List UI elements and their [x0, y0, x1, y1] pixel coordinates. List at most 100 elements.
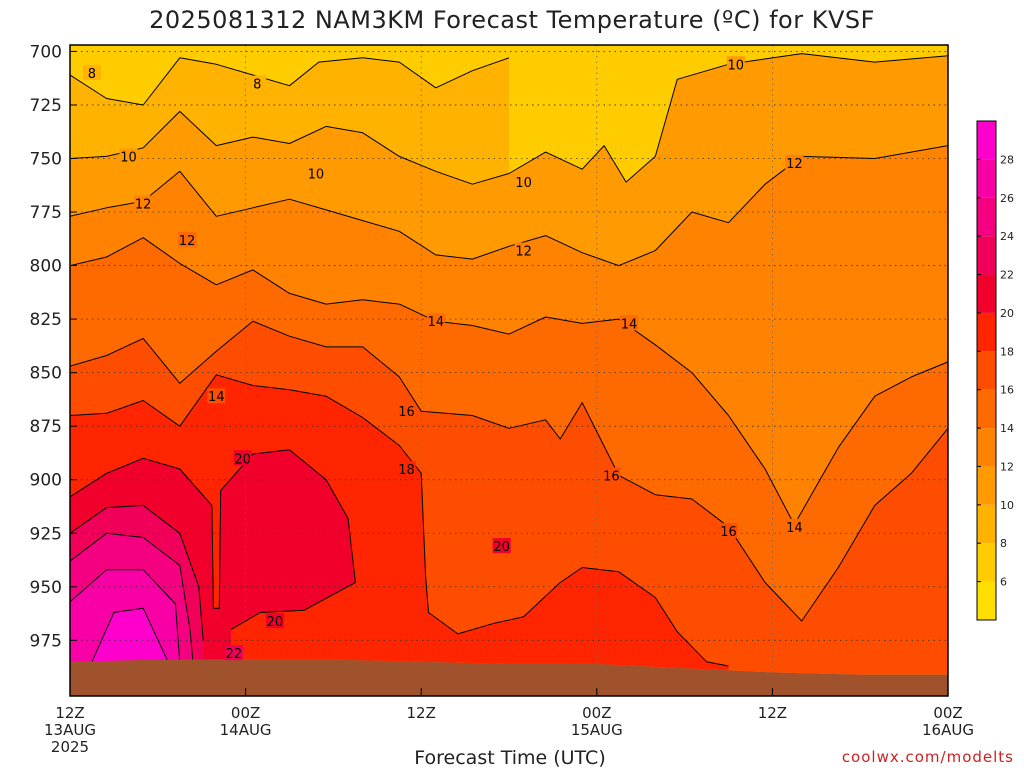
x-date-label-15AUG: 15AUG [571, 721, 623, 739]
colorbar-band-16 [977, 351, 996, 390]
temperature-colorbar: 6 8 10 12 14 16 18 20 22 24 26 28 [976, 120, 1014, 621]
y-tick-label-800: 800 [30, 257, 62, 277]
contour-label-bg [119, 148, 138, 164]
contour-label-bg [82, 64, 101, 80]
contour-label-20: 20 [267, 615, 284, 630]
colorbar-label-8: 8 [1000, 537, 1007, 550]
colorbar-band-26 [977, 159, 996, 198]
credit-link[interactable]: coolwx.com/modelts [842, 748, 1014, 766]
contour-label-20: 20 [493, 540, 510, 555]
contour-label-bg [785, 154, 804, 170]
y-tick-label-900: 900 [30, 471, 62, 491]
contour-label-10: 10 [308, 167, 325, 182]
contour-label-bg [514, 174, 533, 190]
x-tick-label-0: 12Z [55, 704, 84, 722]
contour-label-bg [207, 388, 226, 404]
contour-label-10: 10 [120, 150, 137, 165]
terrain-surface [70, 659, 948, 696]
plot-frame [69, 44, 949, 697]
plot-area [70, 45, 948, 696]
y-tick-label-975: 975 [30, 631, 62, 651]
colorbar-band-18 [977, 312, 996, 352]
colorbar-band-14 [977, 389, 996, 429]
contour-label-bg [785, 518, 804, 534]
x-axis-title: Forecast Time (UTC) [414, 747, 605, 768]
isotherm-8 [70, 57, 510, 106]
contour-label-14: 14 [786, 521, 803, 536]
y-tick-label-725: 725 [30, 96, 62, 116]
contour-label-14: 14 [208, 390, 225, 405]
contour-label-10: 10 [728, 58, 745, 73]
chart-title: 2025081312 NAM3KM Forecast Temperature (… [149, 6, 875, 34]
x-date-label-14AUG: 14AUG [220, 721, 272, 739]
contour-label-bg [602, 467, 621, 483]
isotherm-26 [70, 569, 181, 662]
y-tick-label-750: 750 [30, 149, 62, 169]
isotherm-16 [70, 320, 948, 622]
colorbar-label-16: 16 [1000, 384, 1014, 397]
contour-label-12: 12 [179, 234, 196, 249]
y-tick-label-850: 850 [30, 364, 62, 384]
colorbar-label-10: 10 [1000, 499, 1014, 512]
contour-label-bg [233, 450, 252, 466]
y-tick-label-700: 700 [30, 42, 62, 62]
contour-labels: 8 8 10 10 10 10 12 12 12 12 14 14 14 14 16 16 16 18 20 20 20… [82, 56, 804, 662]
contour-label-20: 20 [234, 452, 251, 467]
colorbar-label-26: 26 [1000, 192, 1014, 205]
colorbar-band-28 [977, 121, 996, 160]
isotherm-28 [91, 607, 169, 662]
y-tick-label-775: 775 [30, 203, 62, 223]
contour-label-bg [426, 313, 445, 329]
x-tick-label-12: 00Z [231, 704, 260, 722]
y-tick-label-825: 825 [30, 310, 62, 330]
colorbar-label-12: 12 [1000, 460, 1014, 473]
contour-label-16: 16 [603, 469, 620, 484]
y-axis: 700 725 750 775 800 825 850 875 900 925 950 975 [30, 42, 77, 651]
colorbar-label-24: 24 [1000, 230, 1014, 243]
colorbar-band-8 [977, 504, 996, 544]
isotherm-12 [70, 145, 948, 267]
x-tick-label-36: 00Z [582, 704, 611, 722]
x-tick-label-48: 12Z [758, 704, 787, 722]
y-tick-label-950: 950 [30, 578, 62, 598]
contour-label-bg [178, 231, 197, 247]
colorbar-band-20 [977, 274, 996, 313]
colorbar-band-12 [977, 428, 996, 467]
colorbar-label-6: 6 [1000, 576, 1007, 589]
contour-label-bg [306, 165, 325, 181]
contour-label-bg [224, 645, 243, 661]
contour-label-bg [514, 242, 533, 258]
contour-label-12: 12 [135, 197, 152, 212]
colorbar-band-24 [977, 197, 996, 237]
contour-label-10: 10 [515, 176, 532, 191]
x-year-label: 2025 [51, 738, 89, 756]
contour-label-22: 22 [226, 647, 243, 662]
contour-label-8: 8 [88, 67, 96, 82]
contour-label-bg [726, 56, 745, 72]
contour-label-12: 12 [786, 157, 803, 172]
contour-label-bg [719, 523, 738, 539]
contour-label-8: 8 [253, 78, 261, 93]
contour-label-bg [492, 538, 511, 554]
colorbar-label-14: 14 [1000, 422, 1014, 435]
contour-label-bg [134, 195, 153, 211]
contour-label-bg [265, 613, 284, 629]
contour-label-bg [397, 403, 416, 419]
contour-label-14: 14 [621, 317, 638, 332]
contour-label-18: 18 [398, 463, 415, 478]
contour-label-14: 14 [428, 315, 445, 330]
colorbar-band-6 [977, 543, 996, 582]
isotherm-24 [70, 532, 194, 662]
contour-label-16: 16 [720, 525, 737, 540]
colorbar-band-4 [977, 581, 996, 620]
contour-label-bg [619, 315, 638, 331]
colorbar-band-22 [977, 236, 996, 275]
x-tick-label-60: 00Z [933, 704, 962, 722]
x-date-label-16AUG: 16AUG [922, 721, 974, 739]
colorbar-label-20: 20 [1000, 307, 1014, 320]
contour-label-bg [248, 75, 267, 91]
colorbar-frame [976, 120, 997, 621]
colorbar-label-28: 28 [1000, 153, 1014, 166]
